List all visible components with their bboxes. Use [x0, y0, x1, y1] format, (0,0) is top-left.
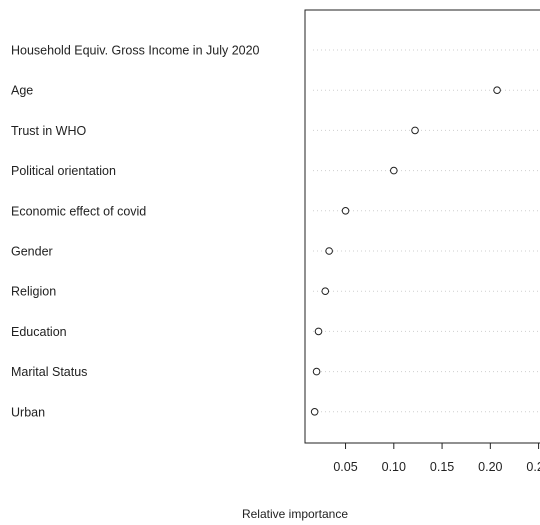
category-label: Political orientation: [11, 164, 116, 178]
data-point: [390, 166, 398, 175]
data-points: [310, 86, 501, 416]
grid-layer: [313, 49, 540, 413]
data-point: [493, 86, 501, 94]
data-point: [411, 126, 419, 135]
category-label: Urban: [11, 405, 45, 419]
x-tick-label: 0.15: [430, 460, 454, 474]
x-tick-label: 0.05: [333, 460, 357, 474]
data-point: [341, 207, 350, 215]
category-label: Household Equiv. Gross Income in July 20…: [11, 44, 260, 58]
data-point: [314, 327, 323, 336]
plot-frame: [304, 9, 540, 444]
category-labels: Household Equiv. Gross Income in July 20…: [11, 44, 260, 420]
category-label: Gender: [11, 245, 53, 259]
category-label: Trust in WHO: [11, 124, 87, 138]
data-point: [310, 408, 319, 416]
data-point: [321, 287, 330, 296]
data-point: [325, 247, 333, 255]
x-tick-label: 0.10: [382, 460, 406, 474]
x-tick-label: 0.25: [526, 460, 540, 474]
category-label: Education: [11, 325, 67, 339]
x-axis: 0.05 0.10 0.15 0.20 0.25: [333, 443, 540, 474]
data-point: [312, 367, 321, 376]
category-label: Marital Status: [11, 365, 87, 379]
x-tick-label: 0.20: [478, 460, 502, 474]
category-label: Age: [11, 84, 33, 98]
x-axis-label: Relative importance: [242, 507, 348, 521]
category-label: Economic effect of covid: [11, 204, 146, 218]
category-label: Religion: [11, 285, 56, 299]
